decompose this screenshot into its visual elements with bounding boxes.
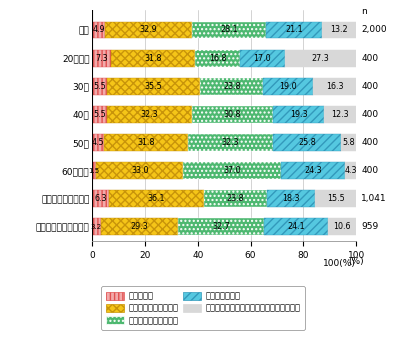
Bar [263,78,313,95]
Bar [204,190,267,207]
Text: 24.1: 24.1 [287,222,305,231]
Text: 31.8: 31.8 [145,54,162,63]
Text: 23.8: 23.8 [223,82,241,91]
Text: 10.6: 10.6 [333,222,351,231]
Bar [240,50,285,66]
Text: 15.5: 15.5 [327,194,344,203]
X-axis label: (%): (%) [348,257,364,266]
Bar [104,134,188,151]
Text: 33.0: 33.0 [131,166,148,175]
Bar [264,218,328,235]
Text: 5.5: 5.5 [93,82,106,91]
Text: 18.3: 18.3 [282,194,300,203]
Text: 19.3: 19.3 [290,110,308,119]
Legend: 利用したい, 利用を検討してもよい, あまり利用したくない, 利用したくない, そもそも健康管理の必要性を感じていない: 利用したい, 利用を検討してもよい, あまり利用したくない, 利用したくない, … [101,287,305,330]
Text: 5.8: 5.8 [343,138,355,147]
Text: 35.5: 35.5 [145,82,163,91]
Text: 400: 400 [362,166,378,175]
Text: 400: 400 [362,138,378,147]
Text: 19.0: 19.0 [279,82,297,91]
Bar [92,106,107,123]
Bar [107,106,192,123]
Text: 25.8: 25.8 [298,138,316,147]
Text: 400: 400 [362,82,378,91]
Text: n: n [362,7,367,16]
Text: 23.8: 23.8 [227,194,244,203]
Bar [345,162,357,179]
Bar [328,218,356,235]
Text: 24.3: 24.3 [304,166,322,175]
Bar [195,50,240,66]
Bar [109,190,204,207]
Bar [322,22,357,39]
Text: 32.7: 32.7 [212,222,230,231]
Bar [92,218,101,235]
Bar [111,50,195,66]
Text: 1.5: 1.5 [88,168,100,173]
Text: 17.0: 17.0 [253,54,271,63]
Bar [313,78,357,95]
Bar [324,106,357,123]
Bar [281,162,345,179]
Text: 4.5: 4.5 [92,138,104,147]
Text: 6.3: 6.3 [94,194,107,203]
Text: 32.3: 32.3 [222,138,239,147]
Bar [92,190,109,207]
Text: 28.1: 28.1 [220,25,238,34]
Text: 400: 400 [362,110,378,119]
Text: 4.3: 4.3 [344,166,357,175]
Bar [341,134,357,151]
Bar [285,50,357,66]
Bar [192,22,266,39]
Text: 12.3: 12.3 [331,110,349,119]
Text: 100(%): 100(%) [323,259,356,268]
Text: 27.3: 27.3 [312,54,329,63]
Bar [188,134,273,151]
Text: 959: 959 [362,222,379,231]
Bar [107,78,200,95]
Text: 16.3: 16.3 [326,82,344,91]
Text: 16.8: 16.8 [209,54,226,63]
Bar [183,162,281,179]
Bar [92,78,107,95]
Text: 4.9: 4.9 [92,25,105,34]
Text: 13.2: 13.2 [331,25,348,34]
Text: 30.8: 30.8 [224,110,241,119]
Text: 31.8: 31.8 [137,138,155,147]
Bar [92,134,104,151]
Text: 3.2: 3.2 [91,224,102,230]
Text: 1,041: 1,041 [362,194,387,203]
Text: 21.1: 21.1 [285,25,303,34]
Bar [178,218,264,235]
Bar [92,50,111,66]
Text: 2,000: 2,000 [362,25,387,34]
Bar [200,78,263,95]
Text: 32.3: 32.3 [140,110,158,119]
Bar [96,162,183,179]
Bar [267,190,315,207]
Bar [273,106,324,123]
Bar [192,106,273,123]
Bar [92,22,105,39]
Bar [105,22,192,39]
Text: 32.9: 32.9 [140,25,158,34]
Bar [273,134,341,151]
Text: 36.1: 36.1 [148,194,165,203]
Bar [315,190,356,207]
Text: 400: 400 [362,54,378,63]
Text: 37.0: 37.0 [223,166,241,175]
Bar [266,22,322,39]
Bar [92,162,96,179]
Text: 7.3: 7.3 [96,54,108,63]
Bar [101,218,178,235]
Text: 29.3: 29.3 [130,222,148,231]
Text: 5.5: 5.5 [93,110,106,119]
